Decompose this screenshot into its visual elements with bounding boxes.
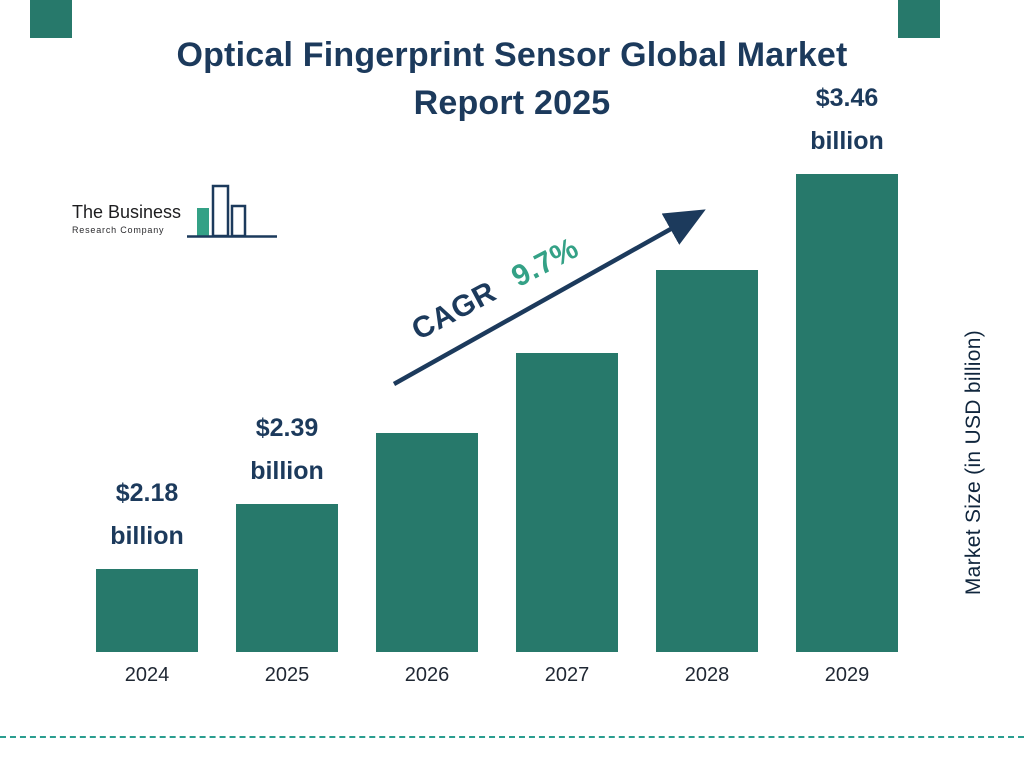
company-logo-subtitle: Research Company	[72, 225, 165, 235]
bar-value-label: $3.46 billion	[810, 84, 884, 155]
cagr-trend-arrow	[392, 209, 706, 386]
y-axis-label: Market Size (in USD billion)	[962, 330, 985, 596]
page-title: Optical Fingerprint Sensor Global Market…	[0, 32, 1024, 127]
company-logo: The Business Research Company	[72, 182, 292, 252]
bar-group: 2028	[656, 270, 758, 688]
bottom-dashed-divider	[0, 736, 1024, 738]
bar-group: $3.46 billion 2029	[796, 77, 898, 688]
bar	[96, 569, 198, 652]
bar-group: 2027	[516, 353, 618, 688]
company-logo-name: The Business	[72, 202, 182, 222]
bar	[796, 174, 898, 652]
bar	[376, 433, 478, 652]
company-logo-text: The Business Research Company	[72, 202, 181, 235]
bar-value-label: $2.39 billion	[250, 414, 324, 485]
x-axis-tick-label: 2026	[404, 664, 450, 686]
x-axis-tick-label: 2028	[684, 664, 730, 686]
bar-chart-logo-icon	[187, 184, 278, 238]
bar	[656, 270, 758, 652]
bar-group: 2026	[376, 433, 478, 688]
page-title-line2: Report 2025	[413, 83, 611, 122]
x-axis-tick-label: 2027	[544, 664, 590, 686]
bar	[516, 353, 618, 652]
bar-group: $2.18 billion 2024	[96, 472, 198, 688]
x-axis-tick-label: 2029	[824, 664, 870, 686]
corner-decoration-right	[898, 0, 940, 38]
bar-group: $2.39 billion 2025	[236, 407, 338, 688]
x-axis-tick-label: 2024	[124, 664, 170, 686]
bar-value-label: $2.18 billion	[110, 479, 184, 550]
bar	[236, 504, 338, 652]
x-axis-tick-label: 2025	[264, 664, 310, 686]
corner-decoration-left	[30, 0, 72, 38]
page-title-line1: Optical Fingerprint Sensor Global Market	[176, 36, 848, 74]
bar-chart: $2.18 billion 2024 $2.39 billion 2025 2026 2027…	[96, 84, 898, 688]
